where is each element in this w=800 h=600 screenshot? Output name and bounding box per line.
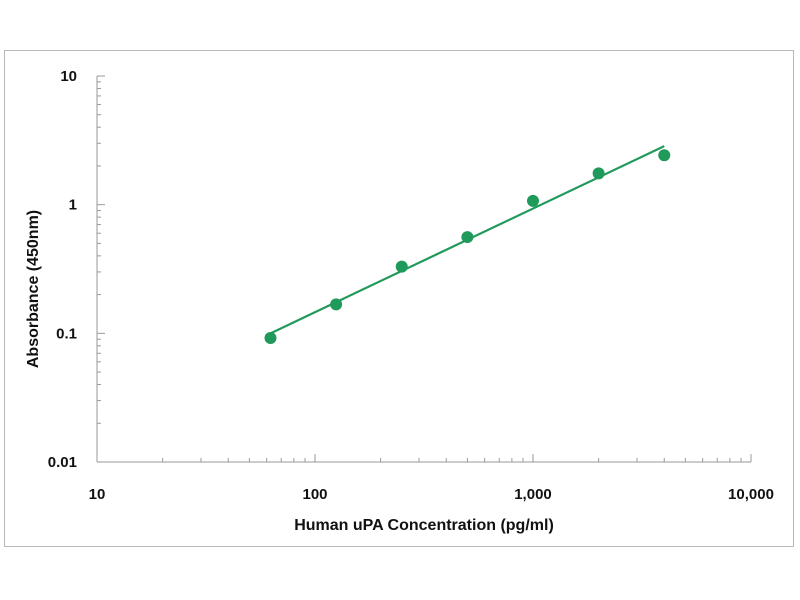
major-ticks	[96, 75, 752, 463]
x-tick-label: 1,000	[514, 486, 552, 503]
data-point	[330, 298, 343, 311]
chart-frame	[4, 50, 794, 547]
x-axis-title: Human uPA Concentration (pg/ml)	[294, 517, 554, 534]
x-tick-label: 10	[89, 486, 106, 503]
data-point	[658, 149, 671, 162]
x-tick-label: 100	[302, 486, 327, 503]
y-tick-label: 1	[69, 197, 77, 214]
data-point	[395, 260, 408, 273]
axes	[96, 76, 751, 463]
data-point	[264, 331, 277, 344]
y-axis-title: Absorbance (450nm)	[25, 210, 42, 368]
y-tick-label: 0.1	[56, 325, 77, 342]
data-point	[527, 194, 539, 207]
tick-labels: 10 100 1,000 10,000 0.01 0.1 1 10	[48, 68, 774, 503]
points-group	[264, 149, 671, 344]
minor-ticks	[97, 81, 742, 462]
data-point	[461, 231, 474, 244]
x-tick-label: 10,000	[728, 486, 774, 503]
data-point	[592, 167, 605, 180]
y-tick-label: 0.01	[48, 454, 77, 471]
y-tick-label: 10	[60, 68, 77, 85]
